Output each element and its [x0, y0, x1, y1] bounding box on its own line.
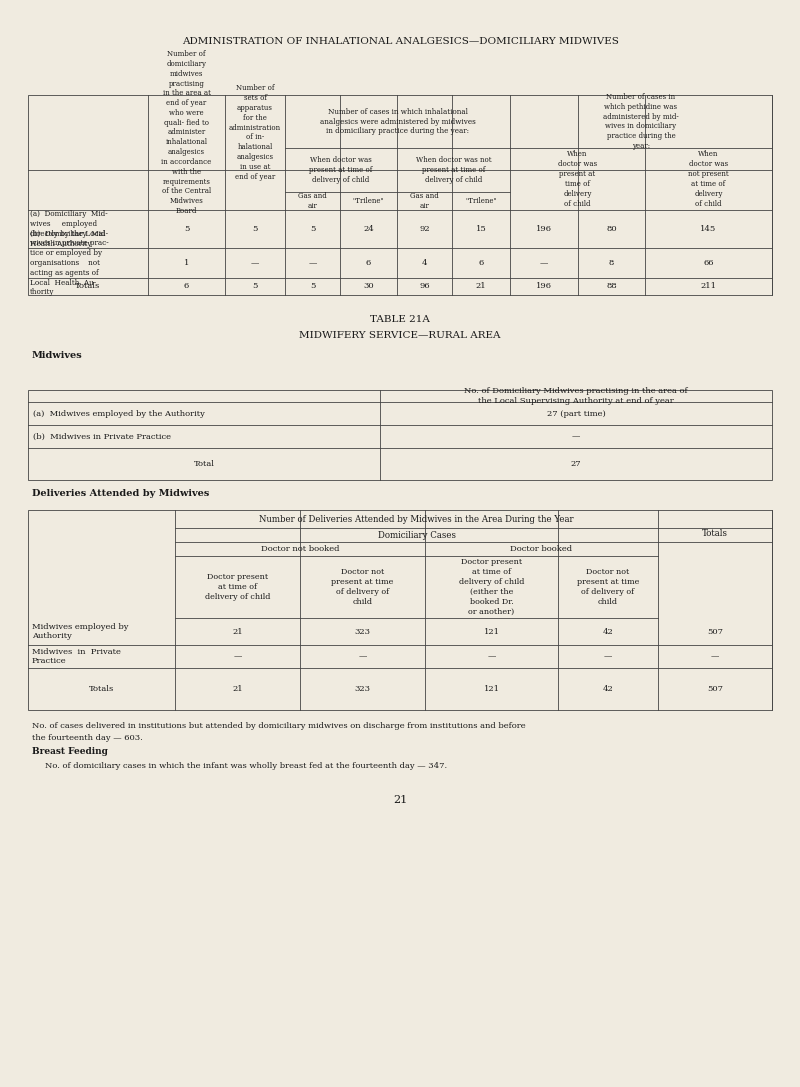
Text: —: —: [711, 652, 719, 661]
Text: Number of
domiciliary
midwives
practising
in the area at
end of year
who were
qu: Number of domiciliary midwives practisin…: [162, 50, 212, 215]
Bar: [28, 390, 772, 480]
Text: 24: 24: [363, 225, 374, 233]
Text: the fourteenth day — 603.: the fourteenth day — 603.: [32, 734, 142, 742]
Text: When
doctor was
present at
time of
delivery
of child: When doctor was present at time of deliv…: [558, 150, 597, 208]
Text: 21: 21: [232, 685, 243, 694]
Text: No. of cases delivered in institutions but attended by domiciliary midwives on d: No. of cases delivered in institutions b…: [32, 722, 526, 730]
Text: Breast Feeding: Breast Feeding: [32, 748, 108, 757]
Text: —: —: [358, 652, 366, 661]
Text: 6: 6: [478, 259, 484, 267]
Text: 80: 80: [606, 225, 617, 233]
Text: 5: 5: [252, 225, 258, 233]
Text: When
doctor was
not present
at time of
delivery
of child: When doctor was not present at time of d…: [688, 150, 729, 208]
Text: —: —: [540, 259, 548, 267]
Text: (a)  Domiciliary  Mid-
wives     employed
directly by the Local
Health Authority: (a) Domiciliary Mid- wives employed dire…: [30, 210, 108, 248]
Text: 15: 15: [476, 225, 486, 233]
Text: 1: 1: [184, 259, 189, 267]
Text: Number of cases in which inhalational
analgesics were administered by midwives
i: Number of cases in which inhalational an…: [320, 108, 475, 135]
Text: —: —: [604, 652, 612, 661]
Text: Midwives  in  Private
Practice: Midwives in Private Practice: [32, 648, 121, 665]
Text: 96: 96: [419, 283, 430, 290]
Text: Number of Deliveries Attended by Midwives in the Area During the Year: Number of Deliveries Attended by Midwive…: [259, 514, 574, 524]
Text: When doctor was
present at time of
delivery of child: When doctor was present at time of deliv…: [310, 157, 373, 184]
Text: Doctor present
at time of
delivery of child: Doctor present at time of delivery of ch…: [205, 573, 270, 601]
Text: 42: 42: [602, 685, 614, 694]
Text: Deliveries Attended by Midwives: Deliveries Attended by Midwives: [32, 489, 210, 499]
Text: 88: 88: [606, 283, 617, 290]
Text: 8: 8: [609, 259, 614, 267]
Text: 66: 66: [703, 259, 714, 267]
Text: 5: 5: [310, 225, 315, 233]
Text: 145: 145: [700, 225, 717, 233]
Text: ADMINISTRATION OF INHALATIONAL ANALGESICS—DOMICILIARY MIDWIVES: ADMINISTRATION OF INHALATIONAL ANALGESIC…: [182, 37, 618, 47]
Text: Midwives: Midwives: [32, 351, 82, 361]
Text: —: —: [487, 652, 496, 661]
Text: (b)  Domiciliary  Mid-
wives in private prac-
tice or employed by
organisations : (b) Domiciliary Mid- wives in private pr…: [30, 229, 109, 297]
Text: Totals: Totals: [702, 529, 728, 538]
Text: No. of domiciliary cases in which the infant was wholly breast fed at the fourte: No. of domiciliary cases in which the in…: [45, 762, 447, 770]
Text: Totals: Totals: [89, 685, 114, 694]
Text: 196: 196: [536, 225, 552, 233]
Bar: [28, 95, 772, 295]
Text: 5: 5: [310, 283, 315, 290]
Text: No. of Domiciliary Midwives practising in the area of
the Local Supervising Auth: No. of Domiciliary Midwives practising i…: [464, 387, 688, 404]
Text: Domiciliary Cases: Domiciliary Cases: [378, 530, 455, 539]
Text: 27: 27: [570, 460, 582, 468]
Text: 92: 92: [419, 225, 430, 233]
Text: 21: 21: [232, 627, 243, 636]
Text: 6: 6: [184, 283, 189, 290]
Text: 42: 42: [602, 627, 614, 636]
Text: When doctor was not
present at time of
delivery of child: When doctor was not present at time of d…: [416, 157, 491, 184]
Text: Total: Total: [194, 460, 214, 468]
Bar: [28, 510, 772, 710]
Text: (a)  Midwives employed by the Authority: (a) Midwives employed by the Authority: [33, 410, 205, 417]
Text: —: —: [572, 433, 580, 440]
Text: TABLE 21A: TABLE 21A: [370, 315, 430, 325]
Text: Doctor not
present at time
of delivery of
child: Doctor not present at time of delivery o…: [577, 569, 639, 605]
Text: 121: 121: [483, 685, 499, 694]
Text: "Trilene": "Trilene": [465, 197, 497, 205]
Text: 4: 4: [422, 259, 427, 267]
Text: 21: 21: [476, 283, 486, 290]
Text: 211: 211: [701, 283, 717, 290]
Text: —: —: [234, 652, 242, 661]
Text: 323: 323: [354, 685, 370, 694]
Text: Gas and
air: Gas and air: [410, 192, 439, 210]
Text: 30: 30: [363, 283, 374, 290]
Text: Gas and
air: Gas and air: [298, 192, 327, 210]
Text: Doctor present
at time of
delivery of child
(either the
booked Dr.
or another): Doctor present at time of delivery of ch…: [459, 559, 524, 615]
Text: Number of
sets of
apparatus
for the
administration
of in-
halational
analgesics
: Number of sets of apparatus for the admi…: [229, 85, 281, 180]
Text: 121: 121: [483, 627, 499, 636]
Text: 5: 5: [184, 225, 189, 233]
Text: 6: 6: [366, 259, 371, 267]
Text: 21: 21: [393, 795, 407, 805]
Text: 5: 5: [252, 283, 258, 290]
Text: 27 (part time): 27 (part time): [546, 410, 606, 417]
Text: MIDWIFERY SERVICE—RURAL AREA: MIDWIFERY SERVICE—RURAL AREA: [299, 332, 501, 340]
Text: Doctor not
present at time
of delivery of
child: Doctor not present at time of delivery o…: [331, 569, 394, 605]
Text: 507: 507: [707, 627, 723, 636]
Text: 196: 196: [536, 283, 552, 290]
Text: 507: 507: [707, 685, 723, 694]
Text: Totals: Totals: [75, 283, 101, 290]
Text: (b)  Midwives in Private Practice: (b) Midwives in Private Practice: [33, 433, 171, 440]
Text: Number of cases in
which pethidine was
administered by mid-
wives in domiciliary: Number of cases in which pethidine was a…: [603, 93, 679, 150]
Text: Midwives employed by
Authority: Midwives employed by Authority: [32, 623, 129, 640]
Text: "Trilene": "Trilene": [353, 197, 384, 205]
Text: —: —: [251, 259, 259, 267]
Text: 323: 323: [354, 627, 370, 636]
Text: Doctor booked: Doctor booked: [510, 545, 573, 553]
Text: —: —: [308, 259, 317, 267]
Text: Doctor not booked: Doctor not booked: [261, 545, 339, 553]
